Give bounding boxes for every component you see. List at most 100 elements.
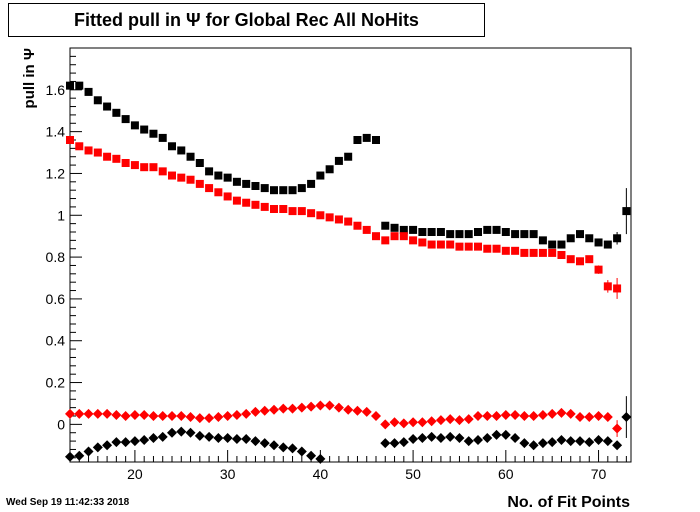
data-point <box>65 451 75 462</box>
data-point <box>343 404 354 415</box>
data-point <box>483 225 492 234</box>
data-point <box>223 192 232 201</box>
data-point <box>426 431 437 442</box>
data-point <box>389 438 400 449</box>
x-tick-label: 40 <box>313 466 329 482</box>
data-point <box>296 446 307 457</box>
data-point <box>130 161 139 170</box>
data-point <box>334 156 343 165</box>
data-point <box>307 179 316 188</box>
data-point <box>399 232 408 241</box>
data-point <box>602 412 613 423</box>
data-point <box>149 163 158 172</box>
data-point <box>176 411 187 421</box>
data-point <box>482 432 493 443</box>
data-point <box>344 217 353 226</box>
x-tick-label: 60 <box>498 466 514 482</box>
data-point <box>463 414 474 425</box>
data-point <box>103 102 112 111</box>
data-point <box>333 402 344 413</box>
data-point <box>140 125 149 134</box>
data-point <box>548 240 557 249</box>
data-point <box>500 429 511 440</box>
data-point <box>139 435 150 446</box>
data-point <box>593 411 604 421</box>
data-point <box>241 434 252 444</box>
data-point <box>75 81 84 90</box>
data-point <box>177 146 186 155</box>
data-point <box>529 248 538 257</box>
data-point <box>445 431 456 442</box>
data-point <box>547 437 558 448</box>
data-point <box>232 177 241 186</box>
data-point <box>111 437 122 448</box>
data-point <box>148 411 159 421</box>
data-point <box>83 408 94 419</box>
data-point <box>84 146 93 155</box>
data-point <box>279 205 288 213</box>
data-point <box>621 412 632 423</box>
data-point <box>446 230 455 239</box>
data-point <box>316 211 325 220</box>
data-point <box>324 400 335 411</box>
data-point <box>157 431 168 442</box>
data-point <box>149 129 158 138</box>
data-point <box>510 432 521 443</box>
chart-title-box: Fitted pull in Ψ for Global Rec All NoHi… <box>8 3 485 37</box>
x-tick-label: 30 <box>220 466 236 482</box>
data-point <box>260 184 269 193</box>
data-point <box>194 413 205 424</box>
data-point <box>372 136 380 144</box>
x-axis-label: No. of Fit Points <box>507 494 630 511</box>
data-point <box>602 436 613 447</box>
y-tick-label: 1.6 <box>46 82 66 98</box>
data-point <box>474 242 482 251</box>
data-point <box>538 248 547 257</box>
data-point <box>576 257 584 266</box>
data-point <box>139 409 150 420</box>
data-point <box>612 423 623 434</box>
data-point <box>287 403 298 414</box>
data-point <box>269 404 279 415</box>
data-point <box>241 408 252 419</box>
data-point <box>121 159 130 167</box>
data-point <box>492 244 501 253</box>
data-point <box>74 450 85 461</box>
data-point <box>352 405 363 416</box>
y-tick-label: 1.4 <box>46 124 66 140</box>
data-point <box>288 186 297 195</box>
data-point <box>296 402 307 413</box>
data-point <box>390 232 399 241</box>
data-point <box>556 407 567 418</box>
data-point <box>176 426 187 437</box>
data-point <box>556 435 567 446</box>
data-point <box>315 400 326 411</box>
data-point <box>566 255 575 264</box>
data-point <box>121 115 130 124</box>
data-point <box>325 213 334 222</box>
data-point <box>306 450 317 461</box>
data-point <box>361 406 372 417</box>
data-point <box>251 200 260 209</box>
data-point <box>436 228 445 236</box>
data-point <box>454 432 465 443</box>
data-point <box>454 415 465 426</box>
data-point <box>463 436 474 447</box>
data-point <box>418 228 427 236</box>
data-point <box>548 248 557 257</box>
data-point <box>223 173 232 182</box>
data-point <box>529 230 538 239</box>
axis-ticks: 20 30 40 50 60 70 0 0.2 0.4 0.6 0.8 1 1.2 1.4 1.6 <box>46 47 627 482</box>
data-point <box>103 152 112 161</box>
data-point <box>594 238 603 247</box>
data-point <box>417 432 428 443</box>
y-tick-label: 1.2 <box>46 165 66 181</box>
data-point <box>186 175 195 184</box>
data-point <box>83 446 94 457</box>
data-point <box>483 244 492 253</box>
data-point <box>232 196 241 205</box>
data-point <box>575 436 585 447</box>
data-point <box>584 437 595 448</box>
data-point <box>269 440 279 451</box>
data-point <box>242 198 251 207</box>
